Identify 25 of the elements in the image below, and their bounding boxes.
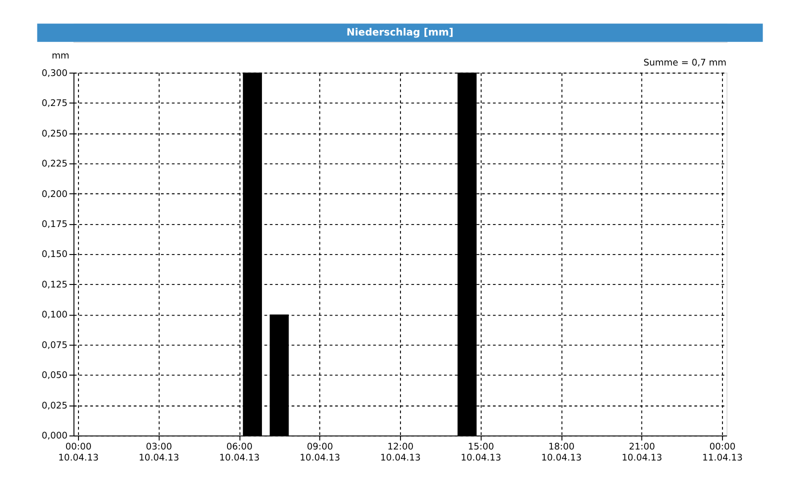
x-tick-label: 12:00 10.04.13 — [380, 442, 421, 464]
x-tick-label: 18:00 10.04.13 — [541, 442, 582, 464]
x-tick-label: 21:00 10.04.13 — [622, 442, 662, 464]
y-tick-label: 0,250 — [42, 129, 68, 140]
x-tick-label: 03:00 10.04.13 — [138, 442, 180, 464]
y-tick-label: 0,200 — [42, 190, 68, 200]
y-tick-label: 0,050 — [42, 371, 68, 382]
text: Summe = 0,7 mm — [643, 58, 727, 68]
y-tick-label: 0,225 — [42, 160, 68, 170]
y-tick-label: 0,000 — [42, 432, 68, 442]
x-tick-label: 06:00 10.04.13 — [219, 442, 260, 464]
y-tick-label: 0,275 — [42, 99, 68, 110]
y-tick-label: 0,150 — [42, 250, 68, 260]
x-tick-label: 00:00 10.04.13 — [58, 442, 99, 464]
x-tick-label: 00:00 11.04.13 — [702, 442, 743, 464]
x-tick-label: 15:00 10.04.13 — [460, 442, 502, 464]
y-tick-label: 0,100 — [42, 310, 68, 321]
y-tick-label: 0,300 — [42, 68, 68, 79]
y-tick-label: 0,075 — [42, 340, 68, 351]
x-tick-label: 09:00 10.04.13 — [300, 442, 340, 464]
y-axis-title: mm — [52, 52, 70, 62]
chart-title: Niederschlag [mm] — [346, 27, 454, 38]
y-tick-label: 0,125 — [42, 280, 68, 290]
y-tick-label: 0,175 — [42, 220, 68, 230]
y-tick-label: 0,025 — [42, 401, 68, 412]
